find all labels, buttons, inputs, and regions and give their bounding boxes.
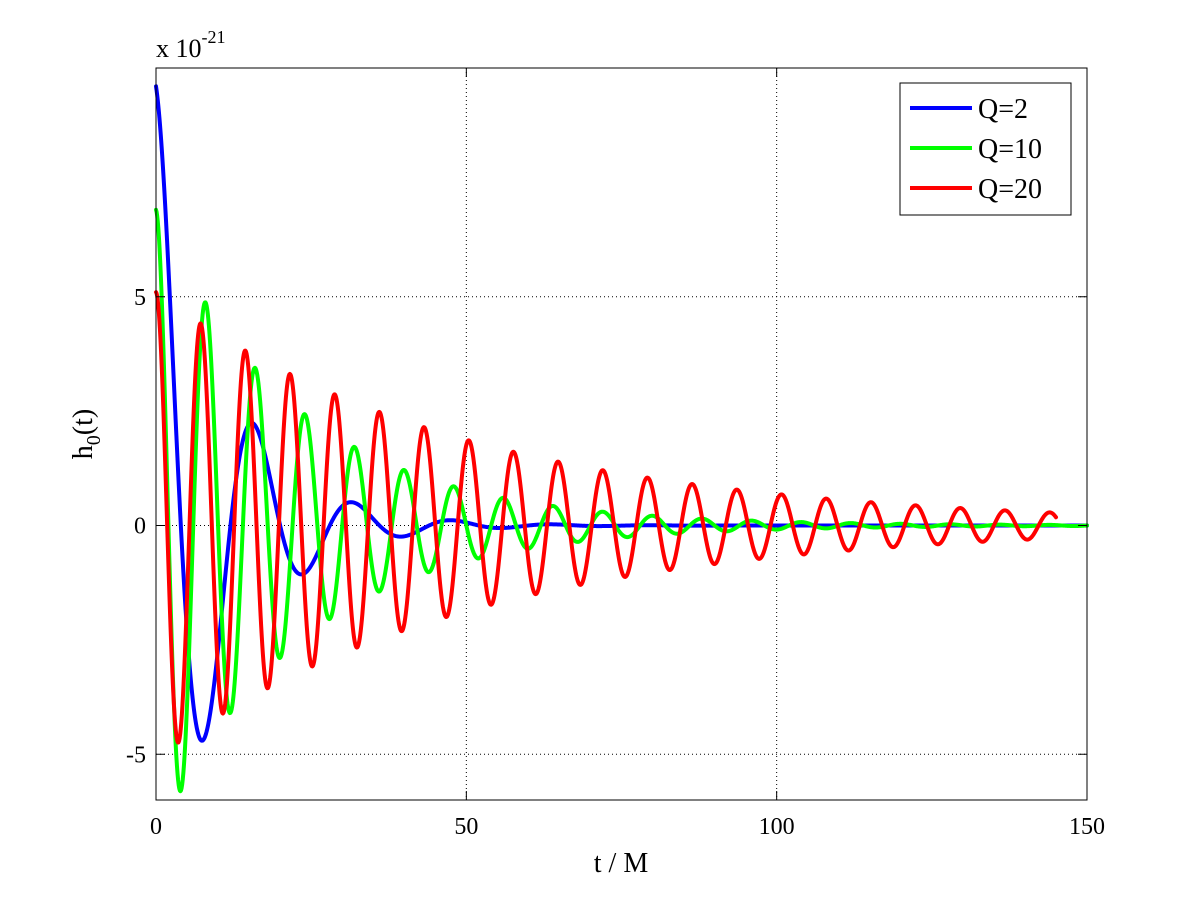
y-exponent: x 10-21 (156, 27, 226, 63)
y-exponent-base: x 10 (156, 34, 202, 63)
svg-text:x 10-21: x 10-21 (156, 27, 226, 63)
series-line-q-10 (154, 207, 1089, 794)
y-tick-label: -5 (126, 742, 146, 768)
svg-text:h0(t): h0(t) (68, 409, 105, 459)
y-axis-label: h0(t) (68, 409, 105, 459)
y-exponent-power: -21 (202, 27, 226, 47)
x-tick-label: 0 (150, 814, 162, 840)
legend: Q=2 Q=10 Q=20 (899, 82, 1072, 216)
x-tick-label: 100 (759, 814, 795, 840)
series-group (154, 84, 1089, 794)
x-axis-label: t / M (594, 848, 649, 879)
x-tick-label: 150 (1069, 814, 1105, 840)
y-axis-label-suffix: (t) (68, 409, 99, 435)
plot-frame (155, 67, 1088, 801)
y-axis-label-main: h (68, 445, 99, 459)
tick-labels: 0 50 100 150 -5 0 5 (126, 285, 1105, 840)
legend-entry-label: Q=20 (978, 174, 1042, 205)
legend-entry-label: Q=2 (978, 94, 1028, 125)
legend-entry-label: Q=10 (978, 134, 1042, 165)
y-tick-label: 5 (134, 285, 146, 311)
y-axis-label-sub: 0 (83, 435, 105, 445)
x-tick-label: 50 (454, 814, 478, 840)
series-line-q-20 (154, 290, 1058, 745)
ticks (155, 68, 1088, 800)
y-tick-label: 0 (134, 514, 146, 540)
